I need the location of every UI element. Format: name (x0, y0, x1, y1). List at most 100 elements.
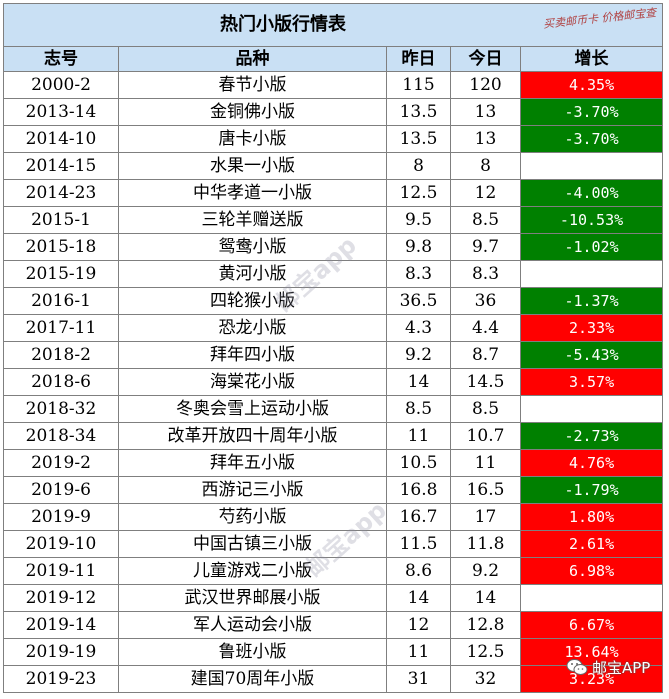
cell-yesterday: 115 (386, 71, 451, 99)
cell-yesterday: 11 (386, 638, 451, 666)
table-row: 2019-19 鲁班小版 11 12.5 13.64% (3, 638, 664, 666)
cell-code: 2018-6 (3, 368, 119, 396)
table-row: 2018-6 海棠花小版 14 14.5 3.57% (3, 368, 664, 396)
cell-growth: -2.73% (519, 422, 664, 450)
cell-yesterday: 9.2 (386, 341, 451, 369)
table-row: 2013-14 金铜佛小版 13.5 13 -3.70% (3, 98, 664, 126)
cell-growth: -1.02% (519, 233, 664, 261)
cell-today: 11 (450, 449, 521, 477)
cell-name: 拜年四小版 (118, 341, 387, 369)
header-row: 志号 品种 昨日 今日 增长 (3, 46, 664, 72)
cell-yesterday: 4.3 (386, 314, 451, 342)
table-title: 热门小版行情表 (220, 14, 346, 35)
cell-name: 金铜佛小版 (118, 98, 387, 126)
cell-name: 四轮猴小版 (118, 287, 387, 315)
cell-today: 16.5 (450, 476, 521, 504)
cell-code: 2019-14 (3, 611, 119, 639)
cell-name: 武汉世界邮展小版 (118, 584, 387, 612)
cell-yesterday: 36.5 (386, 287, 451, 315)
cell-growth (519, 260, 664, 288)
cell-name: 海棠花小版 (118, 368, 387, 396)
cell-today: 12 (450, 179, 521, 207)
cell-code: 2015-18 (3, 233, 119, 261)
cell-yesterday: 14 (386, 584, 451, 612)
table-row: 2019-9 芍药小版 16.7 17 1.80% (3, 503, 664, 531)
cell-growth: -4.00% (519, 179, 664, 207)
cell-name: 鲁班小版 (118, 638, 387, 666)
cell-growth: 4.35% (519, 71, 664, 99)
cell-name: 中国古镇三小版 (118, 530, 387, 558)
cell-yesterday: 11.5 (386, 530, 451, 558)
cell-today: 14.5 (450, 368, 521, 396)
cell-code: 2019-2 (3, 449, 119, 477)
cell-growth: 1.80% (519, 503, 664, 531)
cell-code: 2019-9 (3, 503, 119, 531)
cell-today: 17 (450, 503, 521, 531)
cell-growth: 6.67% (519, 611, 664, 639)
cell-code: 2000-2 (3, 71, 119, 99)
cell-growth: -10.53% (519, 206, 664, 234)
cell-growth: -3.70% (519, 125, 664, 153)
cell-code: 2019-12 (3, 584, 119, 612)
cell-name: 鸳鸯小版 (118, 233, 387, 261)
cell-name: 水果一小版 (118, 152, 387, 180)
table-row: 2018-32 冬奥会雪上运动小版 8.5 8.5 (3, 395, 664, 423)
cell-code: 2015-19 (3, 260, 119, 288)
cell-code: 2019-19 (3, 638, 119, 666)
cell-yesterday: 13.5 (386, 98, 451, 126)
cell-growth: -3.70% (519, 98, 664, 126)
cell-growth: -5.43% (519, 341, 664, 369)
cell-name: 改革开放四十周年小版 (118, 422, 387, 450)
cell-name: 春节小版 (118, 71, 387, 99)
cell-today: 8 (450, 152, 521, 180)
cell-today: 8.5 (450, 395, 521, 423)
cell-code: 2019-6 (3, 476, 119, 504)
cell-yesterday: 12 (386, 611, 451, 639)
cell-code: 2014-23 (3, 179, 119, 207)
cell-name: 中华孝道一小版 (118, 179, 387, 207)
cell-name: 军人运动会小版 (118, 611, 387, 639)
cell-name: 西游记三小版 (118, 476, 387, 504)
column-header-today: 今日 (450, 46, 521, 72)
table-row: 2016-1 四轮猴小版 36.5 36 -1.37% (3, 287, 664, 315)
cell-today: 11.8 (450, 530, 521, 558)
cell-growth: 2.61% (519, 530, 664, 558)
cell-name: 儿童游戏二小版 (118, 557, 387, 585)
cell-growth (519, 584, 664, 612)
cell-yesterday: 14 (386, 368, 451, 396)
cell-yesterday: 8.5 (386, 395, 451, 423)
cell-today: 13 (450, 125, 521, 153)
table-row: 2015-18 鸳鸯小版 9.8 9.7 -1.02% (3, 233, 664, 261)
table-row: 2018-2 拜年四小版 9.2 8.7 -5.43% (3, 341, 664, 369)
cell-code: 2019-11 (3, 557, 119, 585)
cell-yesterday: 9.5 (386, 206, 451, 234)
table-row: 2015-1 三轮羊赠送版 9.5 8.5 -10.53% (3, 206, 664, 234)
cell-today: 9.7 (450, 233, 521, 261)
cell-name: 冬奥会雪上运动小版 (118, 395, 387, 423)
cell-name: 芍药小版 (118, 503, 387, 531)
table-row: 2014-10 唐卡小版 13.5 13 -3.70% (3, 125, 664, 153)
column-header-code: 志号 (3, 46, 119, 72)
cell-today: 13 (450, 98, 521, 126)
cell-growth (519, 152, 664, 180)
cell-yesterday: 11 (386, 422, 451, 450)
cell-yesterday: 8.6 (386, 557, 451, 585)
cell-growth: -1.79% (519, 476, 664, 504)
table-row: 2017-11 恐龙小版 4.3 4.4 2.33% (3, 314, 664, 342)
cell-growth (519, 395, 664, 423)
column-header-growth: 增长 (519, 46, 664, 72)
cell-name: 建国70周年小版 (118, 665, 387, 693)
cell-yesterday: 8.3 (386, 260, 451, 288)
table-row: 2015-19 黄河小版 8.3 8.3 (3, 260, 664, 288)
cell-code: 2016-1 (3, 287, 119, 315)
table-row: 2019-14 军人运动会小版 12 12.8 6.67% (3, 611, 664, 639)
cell-growth: 2.33% (519, 314, 664, 342)
cell-name: 恐龙小版 (118, 314, 387, 342)
cell-today: 10.7 (450, 422, 521, 450)
cell-growth: 4.76% (519, 449, 664, 477)
cell-code: 2013-14 (3, 98, 119, 126)
table-row: 2019-11 儿童游戏二小版 8.6 9.2 6.98% (3, 557, 664, 585)
cell-code: 2017-11 (3, 314, 119, 342)
cell-today: 14 (450, 584, 521, 612)
table-row: 2019-6 西游记三小版 16.8 16.5 -1.79% (3, 476, 664, 504)
